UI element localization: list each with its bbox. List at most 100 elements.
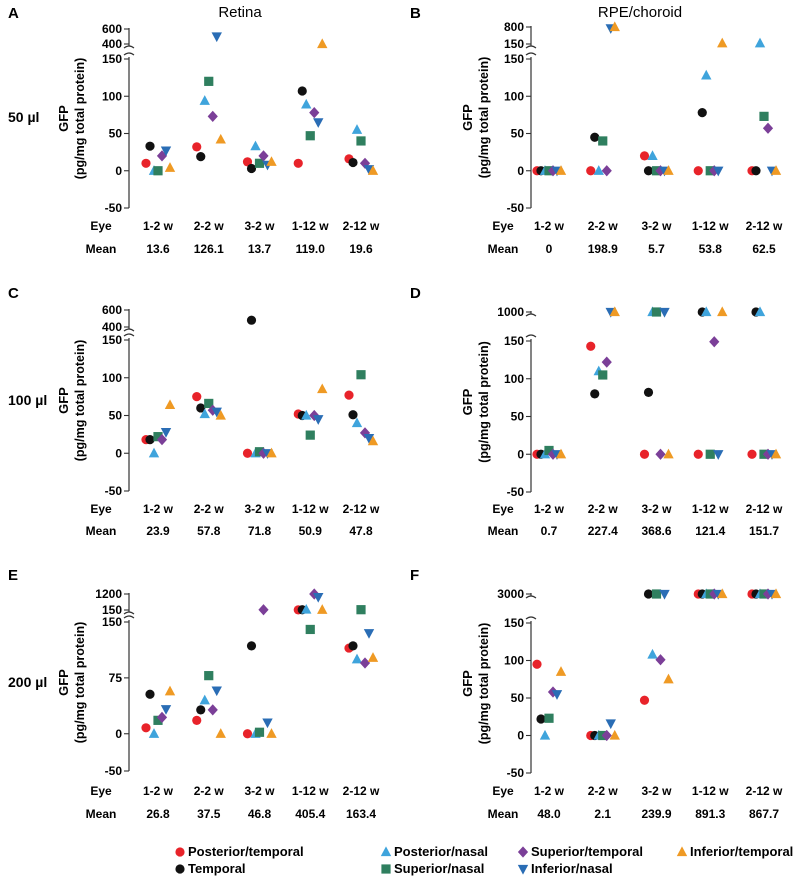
mean-value: 867.7 [749, 807, 779, 821]
point-superior-temporal [601, 356, 612, 368]
point-posterior-nasal [148, 728, 160, 738]
row-label: 200 µl [8, 674, 47, 690]
mean-row-header: Mean [488, 242, 519, 256]
point-posterior-temporal [586, 341, 596, 351]
point-inferior-temporal [367, 652, 379, 662]
axis-break-mark [525, 52, 537, 56]
y-tick-label: 50 [109, 127, 123, 141]
mean-value: 227.4 [588, 524, 618, 538]
point-superior-nasal [204, 398, 214, 409]
legend-label: Inferior/nasal [531, 861, 613, 876]
point-posterior-nasal [199, 694, 210, 705]
point-inferior-temporal [663, 448, 674, 459]
point-superior-nasal [153, 432, 163, 442]
point-inferior-nasal [551, 690, 563, 700]
point-superior-nasal [651, 307, 662, 317]
group-label: 3-2 w [244, 502, 275, 516]
y-tick-label: 1200 [95, 587, 122, 601]
point-inferior-nasal [211, 686, 222, 697]
row-label: 100 µl [8, 392, 47, 408]
point-inferior-temporal [609, 729, 620, 740]
group-label: 2-2 w [194, 784, 225, 798]
y-tick-label: 0 [517, 729, 524, 743]
point-inferior-nasal [211, 32, 222, 43]
point-superior-nasal [153, 166, 163, 176]
group-label: 3-2 w [244, 219, 275, 233]
y-tick-label: 50 [511, 691, 525, 705]
point-inferior-temporal [555, 666, 567, 676]
y-tick-label: 150 [102, 333, 122, 347]
point-posterior-nasal [351, 417, 363, 428]
point-inferior-nasal [713, 450, 724, 460]
legend-item: Temporal [175, 861, 246, 876]
legend-item: Posterior/temporal [175, 844, 304, 859]
mean-value: 163.4 [346, 807, 376, 821]
eye-row-header: Eye [492, 784, 514, 798]
point-superior-temporal [309, 107, 320, 119]
y-tick-label: 100 [504, 89, 524, 103]
y-tick-label: -50 [105, 484, 123, 498]
point-temporal [145, 141, 155, 151]
point-superior-temporal [207, 404, 218, 416]
point-temporal [348, 157, 358, 168]
point-inferior-nasal [313, 415, 324, 425]
mean-row-header: Mean [86, 807, 117, 821]
mean-value: 0.7 [541, 524, 558, 538]
point-inferior-nasal [160, 146, 172, 157]
point-inferior-nasal [363, 165, 375, 175]
point-posterior-temporal [141, 158, 151, 168]
point-superior-nasal [544, 445, 554, 456]
y-axis-label: GFP [460, 670, 475, 697]
point-posterior-temporal [693, 166, 703, 176]
y-tick-label: 150 [102, 52, 122, 66]
point-inferior-nasal [160, 705, 172, 715]
point-superior-temporal [207, 704, 218, 716]
point-superior-temporal [601, 729, 612, 742]
legend-item: Inferior/nasal [517, 861, 613, 876]
y-tick-label: -50 [105, 764, 123, 778]
group-label: 2-12 w [746, 219, 783, 233]
mean-value: 37.5 [197, 807, 221, 821]
axis-break-mark [123, 333, 135, 337]
point-posterior-temporal [747, 449, 757, 459]
legend-marker [676, 846, 688, 857]
point-temporal [348, 410, 358, 420]
point-temporal [297, 86, 307, 96]
point-inferior-temporal [317, 38, 328, 49]
y-tick-label: 50 [511, 127, 525, 141]
point-posterior-temporal [639, 695, 650, 705]
point-inferior-temporal [717, 37, 728, 48]
point-superior-nasal [254, 158, 265, 168]
y-tick-label: 0 [115, 164, 122, 178]
y-axis-label: GFP [460, 388, 475, 415]
eye-row-header: Eye [90, 502, 112, 516]
point-superior-nasal [759, 111, 769, 121]
mean-value: 13.6 [146, 242, 170, 256]
eye-row-header: Eye [90, 784, 112, 798]
group-label: 1-12 w [692, 502, 729, 516]
mean-value: 2.1 [594, 807, 611, 821]
point-superior-temporal [258, 150, 269, 162]
y-tick-label: 3000 [497, 587, 524, 601]
point-inferior-temporal [164, 685, 176, 696]
y-tick-label: 800 [504, 20, 524, 34]
point-inferior-temporal [609, 306, 620, 317]
axis-break-mark [123, 328, 135, 332]
point-temporal [643, 166, 654, 176]
point-posterior-temporal [242, 729, 253, 739]
legend-label: Posterior/temporal [188, 844, 304, 859]
mean-value: 0 [546, 242, 553, 256]
point-temporal [697, 108, 707, 118]
point-superior-nasal [651, 589, 662, 599]
group-label: 2-2 w [194, 502, 225, 516]
legend-item: Posterior/nasal [380, 844, 488, 859]
group-label: 1-2 w [143, 219, 174, 233]
point-superior-nasal [705, 449, 715, 459]
point-superior-nasal [305, 430, 315, 440]
mean-value: 126.1 [194, 242, 224, 256]
y-tick-label: 50 [109, 409, 123, 423]
panel-b: B GFP (pg/mg total protein) -50 0 50 100 150150… [410, 5, 783, 256]
group-label: 2-2 w [588, 219, 619, 233]
point-inferior-nasal [160, 428, 172, 438]
legend-marker [175, 864, 185, 874]
